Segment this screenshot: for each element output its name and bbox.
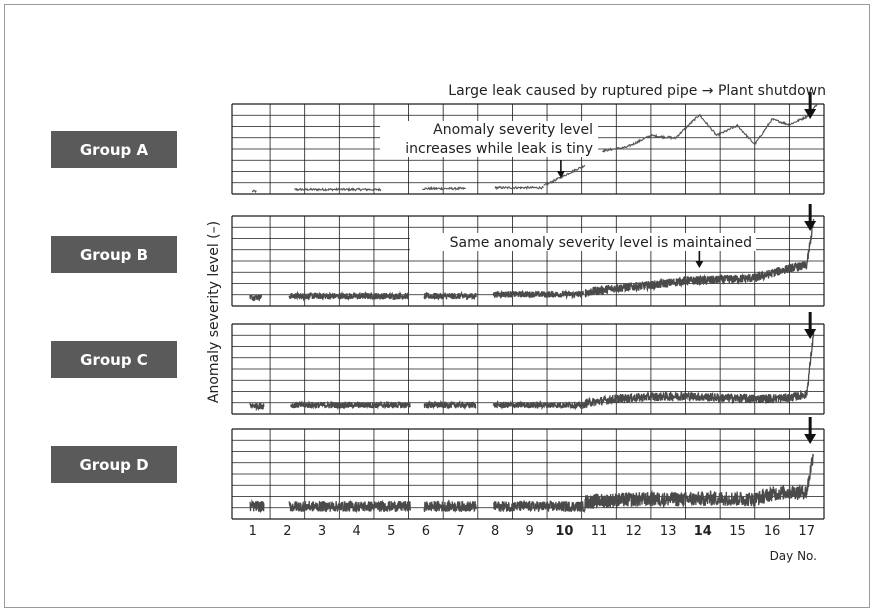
series-segment bbox=[584, 453, 815, 509]
series-segment bbox=[423, 400, 477, 411]
shutdown-arrow-head bbox=[804, 434, 817, 444]
panel-group-b bbox=[231, 204, 825, 307]
x-axis-label: Day No. bbox=[770, 549, 817, 563]
series-segment bbox=[251, 189, 257, 194]
x-tick-label: 1 bbox=[249, 524, 257, 539]
series-segment bbox=[421, 186, 466, 191]
series-segment bbox=[249, 498, 265, 514]
series-segment bbox=[288, 499, 411, 514]
maintained-annotation-bg bbox=[410, 233, 756, 251]
series-segment bbox=[494, 185, 544, 191]
series-segment bbox=[584, 332, 815, 409]
x-tick-label: 10 bbox=[555, 524, 573, 539]
small-arrow-head bbox=[695, 261, 704, 268]
y-axis-label: Anomaly severity level (–) bbox=[206, 221, 222, 403]
series-segment bbox=[493, 499, 586, 514]
panel-group-d bbox=[231, 417, 825, 520]
x-tick-label: 11 bbox=[591, 524, 608, 539]
x-tick-label: 2 bbox=[283, 524, 291, 539]
series-segment bbox=[543, 164, 586, 186]
x-tick-label: 17 bbox=[798, 524, 815, 539]
series-segment bbox=[249, 402, 265, 412]
shutdown-arrow-head bbox=[804, 109, 817, 119]
x-tick-label: 4 bbox=[352, 524, 360, 539]
panel-group-c bbox=[231, 312, 825, 415]
x-tick-label: 15 bbox=[729, 524, 746, 539]
x-axis-ticks: 1 2 3 4 5 6 7 8 9 10 11 12 13 14 15 16 17 bbox=[249, 524, 815, 539]
series-segment bbox=[423, 290, 477, 301]
group-b-label: Group B bbox=[51, 236, 177, 273]
series-segment bbox=[288, 290, 410, 302]
figure-frame bbox=[4, 4, 870, 608]
small-arrow-head bbox=[556, 171, 565, 178]
group-c-label: Group C bbox=[51, 341, 177, 378]
series-segment bbox=[492, 399, 586, 411]
group-a-label: Group A bbox=[51, 131, 177, 168]
group-d-label: Group D bbox=[51, 446, 177, 483]
x-tick-label: 9 bbox=[526, 524, 534, 539]
x-tick-label: 6 bbox=[422, 524, 430, 539]
series-segment bbox=[423, 499, 477, 513]
x-tick-label: 7 bbox=[456, 524, 464, 539]
maintained-annotation: Same anomaly severity level is maintaine… bbox=[450, 235, 752, 251]
series-segment bbox=[492, 289, 585, 300]
series-segment bbox=[249, 294, 263, 302]
series-segment bbox=[584, 218, 815, 298]
shutdown-arrow-head bbox=[804, 221, 817, 231]
x-tick-label: 12 bbox=[625, 524, 642, 539]
tiny-leak-annotation-line2: increases while leak is tiny bbox=[405, 141, 593, 157]
tiny-leak-annotation-line1: Anomaly severity level bbox=[433, 122, 593, 138]
series-segment bbox=[602, 104, 818, 153]
tiny-leak-annotation-bg bbox=[380, 121, 598, 157]
series-segment bbox=[294, 186, 382, 192]
x-tick-label: 5 bbox=[387, 524, 395, 539]
x-tick-label: 8 bbox=[491, 524, 499, 539]
x-tick-label: 3 bbox=[318, 524, 326, 539]
shutdown-arrow-head bbox=[804, 329, 817, 339]
shutdown-annotation: Large leak caused by ruptured pipe → Pla… bbox=[448, 83, 826, 99]
series-segment bbox=[290, 400, 411, 411]
x-tick-label: 14 bbox=[694, 524, 712, 539]
x-tick-label: 13 bbox=[660, 524, 677, 539]
x-tick-label: 16 bbox=[764, 524, 781, 539]
